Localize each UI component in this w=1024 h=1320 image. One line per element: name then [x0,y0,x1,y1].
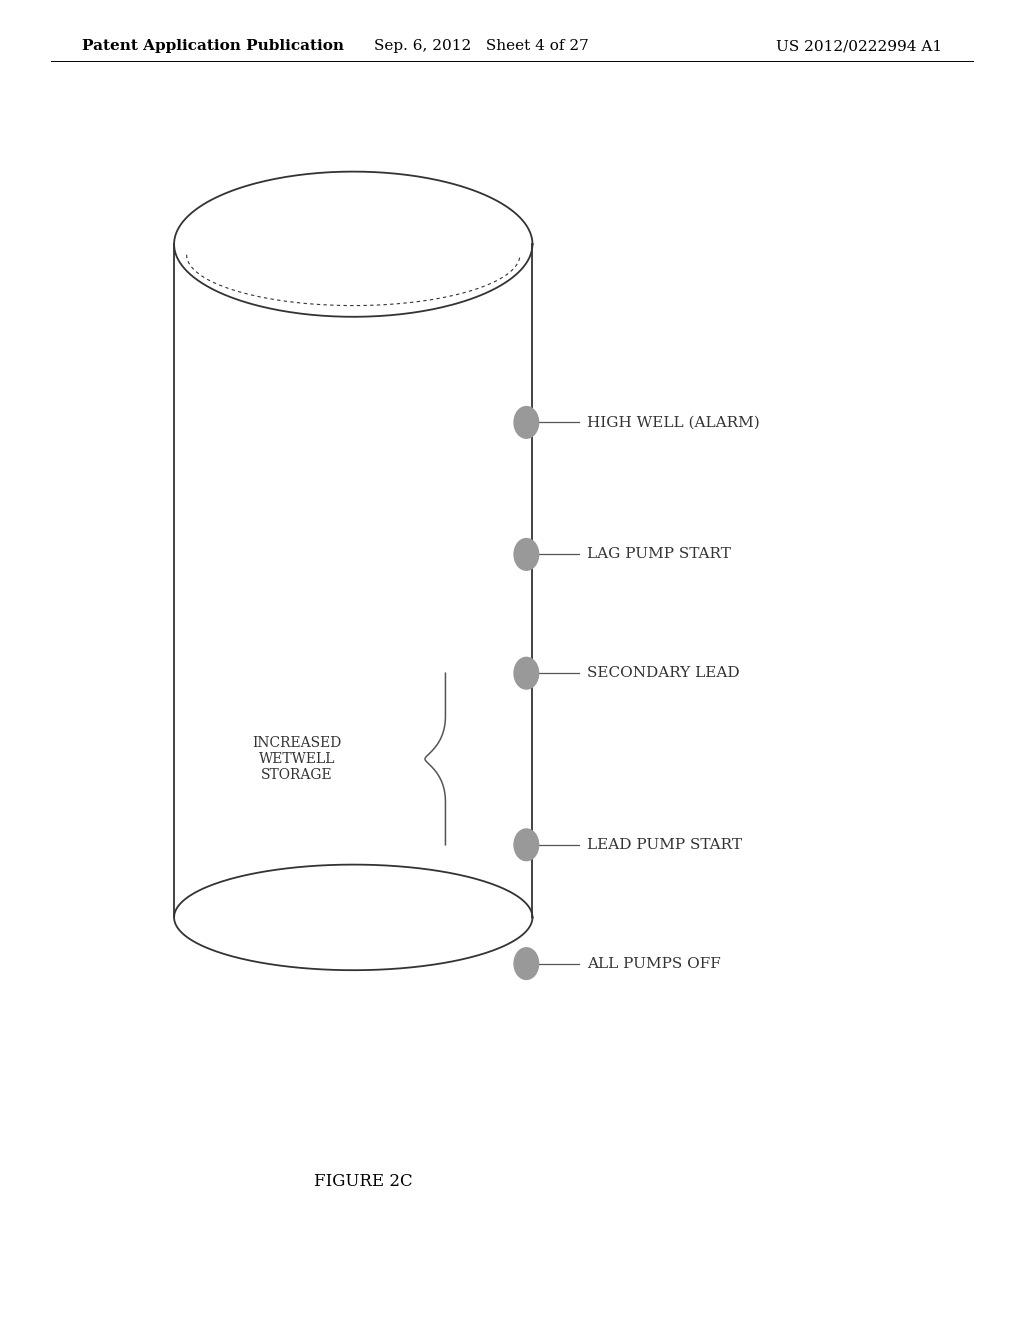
Text: FIGURE 2C: FIGURE 2C [314,1173,413,1189]
Text: LEAD PUMP START: LEAD PUMP START [587,838,741,851]
Text: Sep. 6, 2012   Sheet 4 of 27: Sep. 6, 2012 Sheet 4 of 27 [374,40,589,53]
Circle shape [514,948,539,979]
Text: ALL PUMPS OFF: ALL PUMPS OFF [587,957,721,970]
Circle shape [514,407,539,438]
Text: LAG PUMP START: LAG PUMP START [587,548,731,561]
Text: INCREASED
WETWELL
STORAGE: INCREASED WETWELL STORAGE [252,735,342,783]
Text: US 2012/0222994 A1: US 2012/0222994 A1 [776,40,942,53]
Text: HIGH WELL (ALARM): HIGH WELL (ALARM) [587,416,760,429]
Text: SECONDARY LEAD: SECONDARY LEAD [587,667,739,680]
Circle shape [514,657,539,689]
Text: Patent Application Publication: Patent Application Publication [82,40,344,53]
Circle shape [514,829,539,861]
Circle shape [514,539,539,570]
